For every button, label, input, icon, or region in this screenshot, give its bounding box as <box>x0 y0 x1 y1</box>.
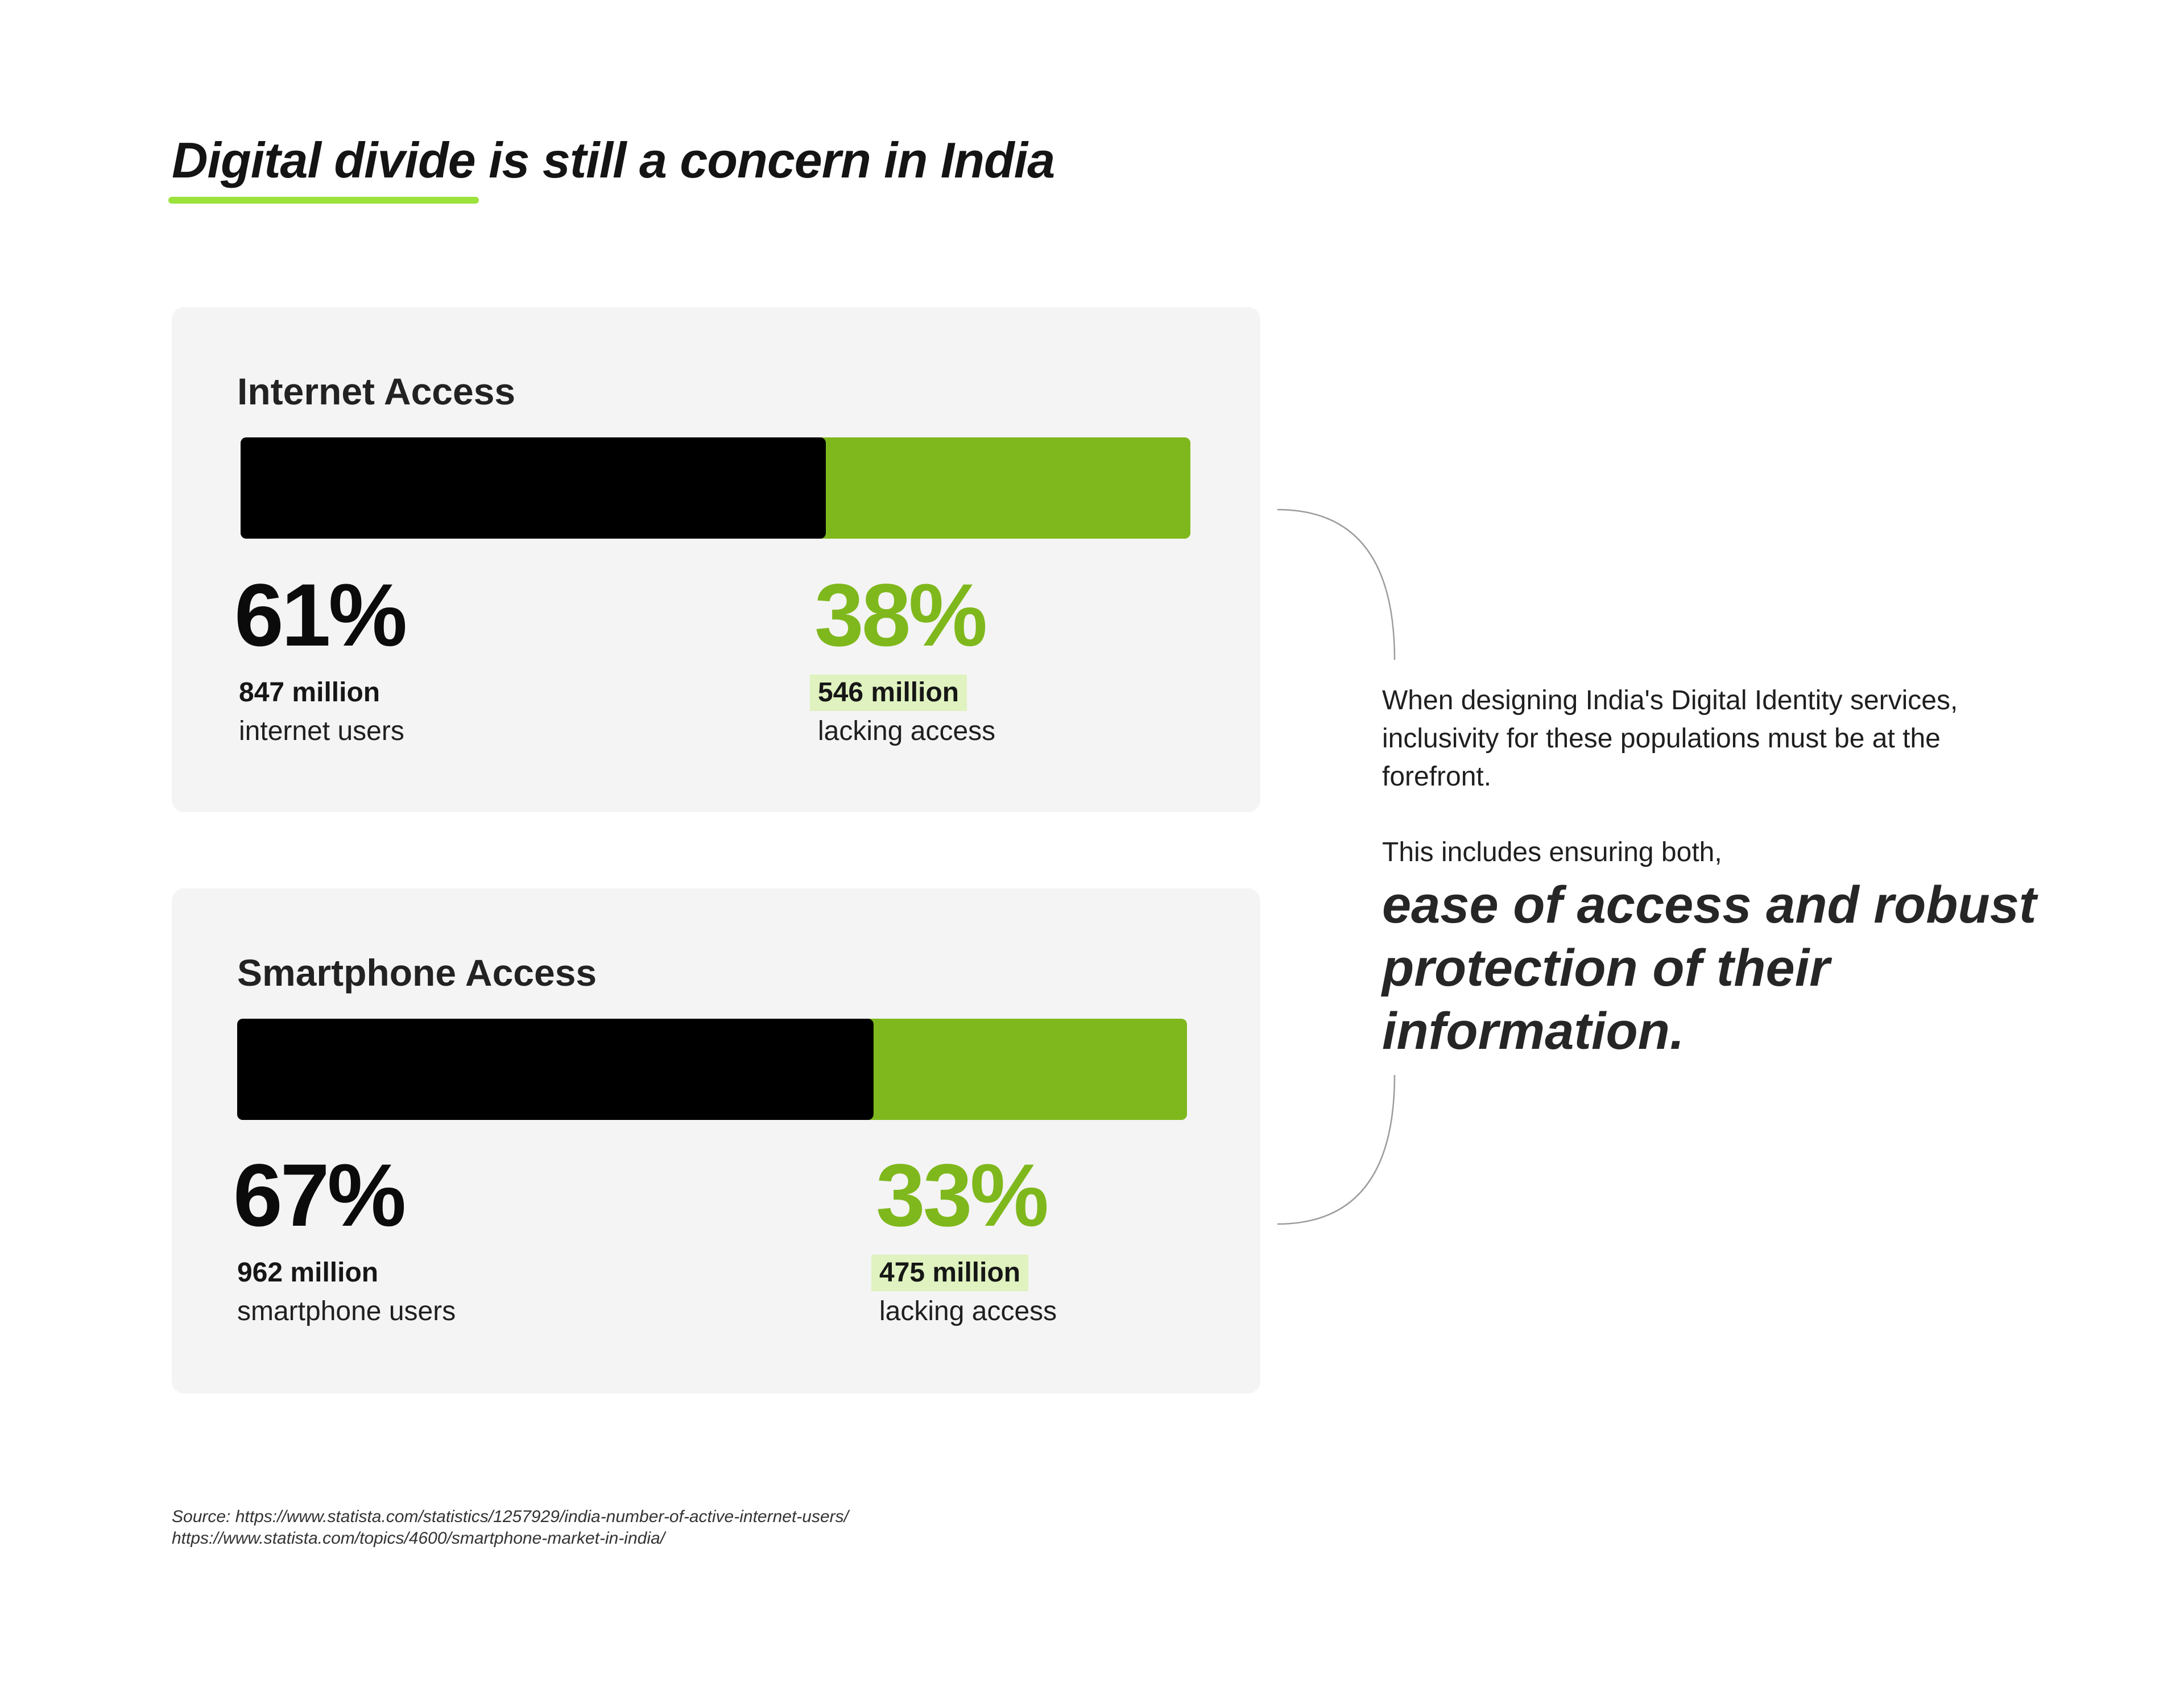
internet-lacking-count: 546 million <box>810 675 967 711</box>
connector-bottom-arc <box>1277 1074 1396 1225</box>
smartphone-lacking-label: lacking access <box>879 1296 1057 1326</box>
smartphone-lacking-count: 475 million <box>871 1255 1029 1291</box>
internet-access-bar-chart <box>241 437 1190 539</box>
connector-top-arc <box>1277 508 1396 660</box>
internet-access-title: Internet Access <box>237 370 516 412</box>
title-highlight: Digital divide <box>168 126 479 204</box>
smartphone-lacking-percent: 33% <box>876 1146 1049 1245</box>
smartphone-access-title: Smartphone Access <box>237 952 597 994</box>
internet-users-label: internet users <box>239 716 404 746</box>
side-paragraph-1: When designing India's Digital Identity … <box>1382 685 1958 792</box>
bar-segment-users <box>241 437 826 539</box>
bar-segment-users <box>237 1019 874 1120</box>
internet-lacking-label: lacking access <box>818 716 996 746</box>
side-paragraph-2: This includes ensuring both, <box>1382 837 1722 867</box>
side-emphasis: ease of access and robust protection of … <box>1382 876 2037 1060</box>
source-citation: Source: https://www.statista.com/statist… <box>172 1506 849 1549</box>
smartphone-users-label: smartphone users <box>237 1296 456 1326</box>
smartphone-access-card: Smartphone Access 67% 962 million smartp… <box>172 888 1260 1394</box>
connector-bracket <box>1277 508 1396 1225</box>
title-underline <box>168 197 479 204</box>
internet-users-percent: 61% <box>234 566 407 665</box>
title-highlight-text: Digital divide <box>172 132 476 188</box>
internet-users-count: 847 million <box>239 677 380 708</box>
smartphone-access-bar-chart <box>237 1019 1187 1120</box>
internet-lacking-percent: 38% <box>814 566 987 665</box>
smartphone-users-percent: 67% <box>233 1146 406 1245</box>
source-line-2: https://www.statista.com/topics/4600/sma… <box>172 1529 665 1548</box>
internet-access-card: Internet Access 61% 847 million internet… <box>172 307 1260 812</box>
title-rest-text: is still a concern in India <box>475 132 1055 188</box>
side-description: When designing India's Digital Identity … <box>1382 681 2042 871</box>
page-title: Digital divide is still a concern in Ind… <box>168 126 1055 204</box>
source-line-1: Source: https://www.statista.com/statist… <box>172 1507 849 1526</box>
smartphone-users-count: 962 million <box>237 1258 379 1288</box>
